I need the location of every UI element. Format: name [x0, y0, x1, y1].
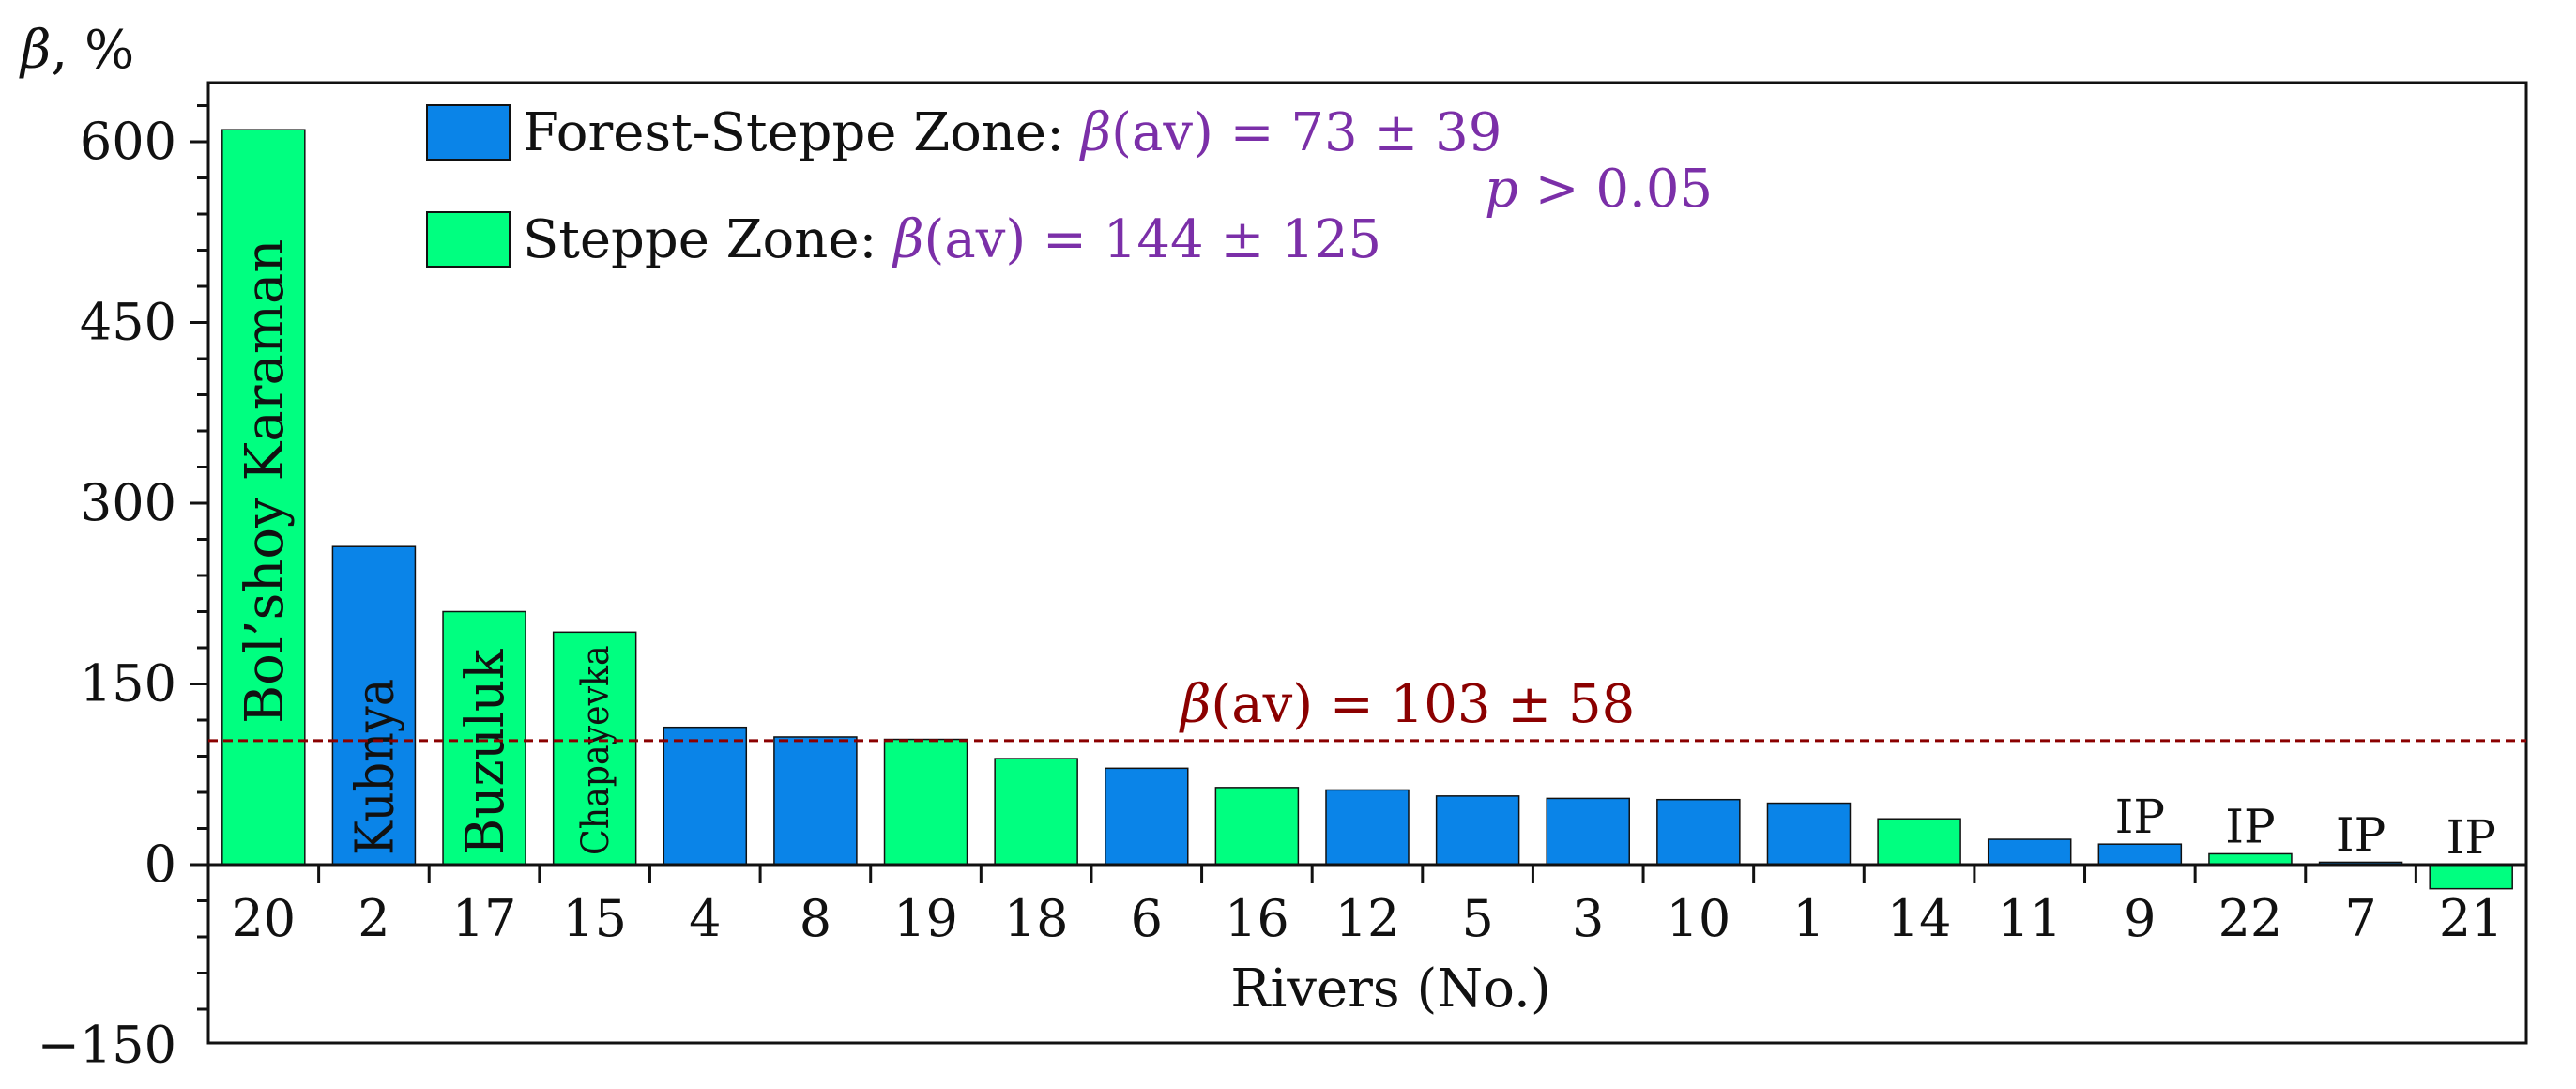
p-value: p > 0.05: [1485, 159, 1713, 220]
bar-river-6: [1105, 767, 1189, 866]
steppe-stat: (av) = 144 ± 125: [924, 209, 1382, 270]
x-tick-label: 6: [1131, 889, 1163, 948]
y-tick-label: 0: [145, 835, 176, 894]
legend: Forest-Steppe Zone: β(av) = 73 ± 39 Step…: [426, 102, 1713, 270]
x-tick-label: 22: [2218, 889, 2283, 948]
x-tick-label: 9: [2124, 889, 2156, 948]
bar-river-21: [2429, 864, 2513, 890]
bar-annotation: IP: [2446, 810, 2495, 865]
x-axis: 20 2 17 15 4 8 19 18 6 16 12 5 3 10 1 14 11 9 22 7 21: [231, 865, 2504, 948]
x-tick-label: 17: [452, 889, 517, 948]
x-tick-label: 10: [1666, 889, 1730, 948]
legend-entry-steppe: Steppe Zone: β(av) = 144 ± 125: [523, 209, 1381, 270]
bar-name-label: Kubnya: [345, 679, 406, 855]
bar-annotation: IP: [2225, 799, 2275, 853]
bar-river-19: [883, 738, 968, 866]
y-tick-label: 150: [80, 654, 176, 713]
legend-colon: :: [1046, 102, 1081, 163]
x-tick-label: 18: [1004, 889, 1069, 948]
bar-river-11: [1987, 838, 2072, 866]
y-tick-label: 300: [80, 473, 176, 532]
bar-river-4: [663, 726, 748, 866]
x-tick-label: 8: [800, 889, 831, 948]
x-tick-label: 21: [2439, 889, 2504, 948]
bar-river-12: [1325, 789, 1410, 866]
x-tick-label: 14: [1887, 889, 1952, 948]
mean-value: (av) = 103 ± 58: [1211, 674, 1635, 735]
y-tick-label: 600: [80, 112, 176, 171]
legend-colon: :: [859, 209, 893, 270]
x-tick-label: 4: [689, 889, 721, 948]
bar-river-17: [442, 610, 526, 866]
x-tick-label: 3: [1572, 889, 1604, 948]
legend-swatch-steppe: [426, 211, 511, 268]
x-tick-label: 7: [2344, 889, 2376, 948]
x-tick-label: 11: [1997, 889, 2062, 948]
bar-river-20: [221, 129, 306, 866]
steppe-stat-symbol: β: [892, 209, 923, 270]
bar-river-1: [1766, 802, 1852, 866]
legend-label-steppe: Steppe Zone: [523, 209, 859, 270]
x-tick-label: 1: [1792, 889, 1824, 948]
x-tick-label: 20: [231, 889, 296, 948]
legend-label-forest-steppe: Forest-Steppe Zone: [523, 102, 1046, 163]
legend-entry-forest-steppe: Forest-Steppe Zone: β(av) = 73 ± 39: [523, 102, 1501, 163]
y-axis-symbol: β: [19, 20, 51, 81]
forest-steppe-stat: (av) = 73 ± 39: [1111, 102, 1501, 163]
mean-label: β(av) = 103 ± 58: [1179, 674, 1635, 735]
y-axis-unit: , %: [51, 20, 134, 81]
x-tick-label: 12: [1335, 889, 1400, 948]
bar-river-22: [2208, 852, 2293, 866]
x-tick-label: 15: [562, 889, 627, 948]
x-axis-title: Rivers (No.): [1230, 959, 1550, 1020]
bar-name-label: Bol’shoy Karaman: [235, 239, 296, 724]
bar-river-5: [1435, 795, 1520, 866]
plot-frame: [206, 81, 2528, 1045]
p-value-symbol: p: [1485, 159, 1518, 220]
bar-river-10: [1656, 798, 1741, 866]
bar-river-14: [1877, 818, 1961, 866]
bar-name-label: Buzuluk: [455, 648, 516, 855]
mean-symbol: β: [1179, 674, 1211, 735]
y-tick-label: −150: [38, 1015, 176, 1074]
y-axis-title: β, %: [19, 20, 134, 81]
x-tick-label: 16: [1225, 889, 1289, 948]
y-tick-label: 450: [80, 293, 176, 352]
x-tick-label: 2: [358, 889, 389, 948]
bar-annotation: IP: [2336, 807, 2385, 862]
bar-river-9: [2097, 843, 2183, 866]
p-value-text: > 0.05: [1518, 159, 1713, 220]
reference-line: β(av) = 103 ± 58: [208, 674, 2526, 743]
x-tick-label: 19: [893, 889, 958, 948]
legend-swatch-forest-steppe: [426, 104, 511, 161]
x-tick-label: 5: [1461, 889, 1493, 948]
forest-steppe-stat-symbol: β: [1079, 102, 1111, 163]
bar-river-8: [773, 736, 858, 866]
bar-river-3: [1546, 797, 1630, 866]
y-axis: 600 450 300 150 0 −150: [38, 104, 208, 1074]
bar-name-label: Chapayevka: [574, 645, 617, 855]
bars: Bol’shoy Karaman Kubnya Buzuluk Chapayevka I…: [221, 129, 2513, 890]
bar-river-18: [994, 758, 1078, 866]
bar-annotation: IP: [2115, 790, 2165, 844]
bar-river-16: [1214, 787, 1300, 866]
bar-river-15: [552, 631, 637, 866]
